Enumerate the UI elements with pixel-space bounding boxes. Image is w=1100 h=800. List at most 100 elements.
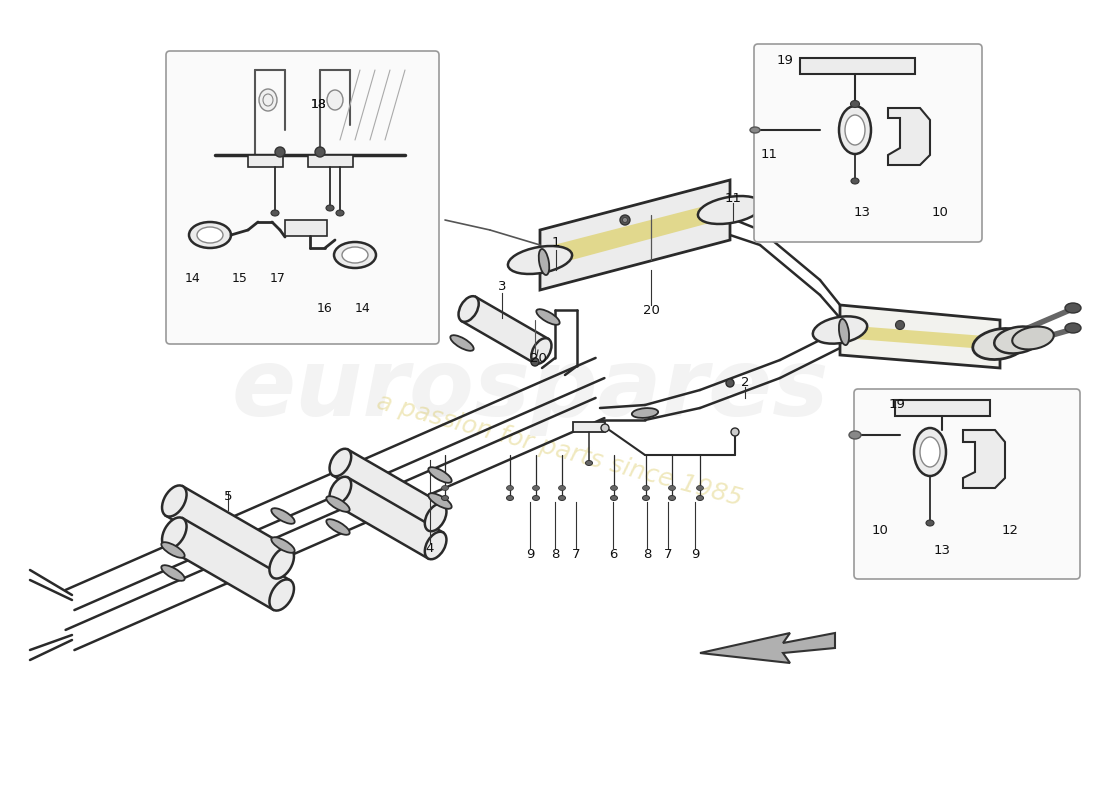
Ellipse shape (275, 147, 285, 157)
Ellipse shape (531, 358, 539, 366)
Text: 17: 17 (271, 271, 286, 285)
Ellipse shape (559, 495, 565, 501)
Bar (895, 400, 990, 416)
Ellipse shape (610, 495, 617, 501)
Ellipse shape (330, 477, 351, 504)
Text: 14: 14 (355, 302, 371, 314)
Ellipse shape (532, 495, 539, 501)
Ellipse shape (1065, 323, 1081, 333)
Ellipse shape (601, 424, 609, 432)
Ellipse shape (839, 106, 871, 154)
Polygon shape (333, 478, 443, 558)
Polygon shape (333, 450, 443, 530)
Ellipse shape (926, 520, 934, 526)
Ellipse shape (327, 519, 350, 535)
Text: 11: 11 (725, 191, 741, 205)
Ellipse shape (327, 496, 350, 512)
Ellipse shape (425, 532, 447, 559)
Ellipse shape (696, 495, 704, 501)
Ellipse shape (459, 296, 478, 322)
Ellipse shape (539, 249, 549, 275)
Polygon shape (962, 430, 1005, 488)
Text: 10: 10 (871, 523, 889, 537)
Polygon shape (540, 180, 730, 290)
Ellipse shape (189, 222, 231, 248)
Polygon shape (840, 305, 1000, 368)
Ellipse shape (428, 467, 452, 483)
Ellipse shape (914, 428, 946, 476)
Ellipse shape (1065, 303, 1081, 313)
Ellipse shape (623, 218, 627, 222)
Text: 14: 14 (185, 271, 201, 285)
Ellipse shape (428, 493, 452, 509)
Polygon shape (166, 486, 290, 578)
Text: 5: 5 (223, 490, 232, 503)
Ellipse shape (813, 316, 867, 344)
Ellipse shape (850, 101, 859, 107)
Ellipse shape (272, 537, 295, 553)
Ellipse shape (726, 379, 734, 387)
Ellipse shape (669, 486, 675, 490)
Ellipse shape (258, 89, 277, 111)
Ellipse shape (610, 486, 617, 490)
Text: a passion for parts since 1985: a passion for parts since 1985 (374, 390, 746, 510)
Ellipse shape (327, 90, 343, 110)
Text: 19: 19 (889, 398, 905, 411)
Ellipse shape (336, 210, 344, 216)
Ellipse shape (972, 329, 1027, 359)
Text: 7: 7 (572, 549, 581, 562)
Text: 18: 18 (311, 98, 327, 111)
Text: 1: 1 (552, 237, 560, 250)
Polygon shape (842, 325, 998, 350)
Ellipse shape (732, 428, 739, 436)
Ellipse shape (531, 338, 551, 364)
Bar (573, 422, 605, 432)
Ellipse shape (441, 486, 449, 490)
Ellipse shape (839, 319, 849, 345)
Ellipse shape (642, 486, 649, 490)
Text: 7: 7 (663, 549, 672, 562)
Text: 20: 20 (642, 303, 659, 317)
Text: 20: 20 (529, 351, 547, 365)
Ellipse shape (669, 495, 675, 501)
Text: 2: 2 (740, 375, 749, 389)
Text: 8: 8 (642, 549, 651, 562)
Ellipse shape (272, 508, 295, 524)
Ellipse shape (559, 486, 565, 490)
Ellipse shape (851, 178, 859, 184)
Text: 3: 3 (497, 281, 506, 294)
Ellipse shape (162, 542, 185, 558)
Text: 10: 10 (932, 206, 948, 219)
Text: 8: 8 (551, 549, 559, 562)
Text: 12: 12 (1001, 523, 1019, 537)
Ellipse shape (845, 115, 865, 145)
Ellipse shape (1012, 326, 1054, 350)
Bar (800, 58, 915, 74)
Ellipse shape (631, 408, 658, 418)
Ellipse shape (271, 210, 279, 216)
Text: eurospares: eurospares (231, 344, 828, 436)
Bar (308, 155, 353, 167)
Polygon shape (700, 633, 835, 663)
Text: 4: 4 (426, 542, 434, 554)
FancyBboxPatch shape (854, 389, 1080, 579)
Ellipse shape (537, 309, 560, 325)
Ellipse shape (506, 486, 514, 490)
Ellipse shape (506, 495, 514, 501)
Ellipse shape (197, 227, 223, 243)
Text: 15: 15 (232, 271, 248, 285)
Polygon shape (888, 108, 930, 165)
Text: 13: 13 (934, 543, 950, 557)
Ellipse shape (326, 205, 334, 211)
FancyBboxPatch shape (166, 51, 439, 344)
Text: 9: 9 (526, 549, 535, 562)
Ellipse shape (162, 518, 187, 549)
Ellipse shape (425, 504, 447, 531)
Ellipse shape (315, 147, 324, 157)
Text: 6: 6 (608, 549, 617, 562)
Ellipse shape (450, 335, 474, 351)
Ellipse shape (508, 246, 572, 274)
Ellipse shape (270, 547, 294, 578)
Ellipse shape (162, 486, 187, 517)
Ellipse shape (342, 247, 369, 263)
